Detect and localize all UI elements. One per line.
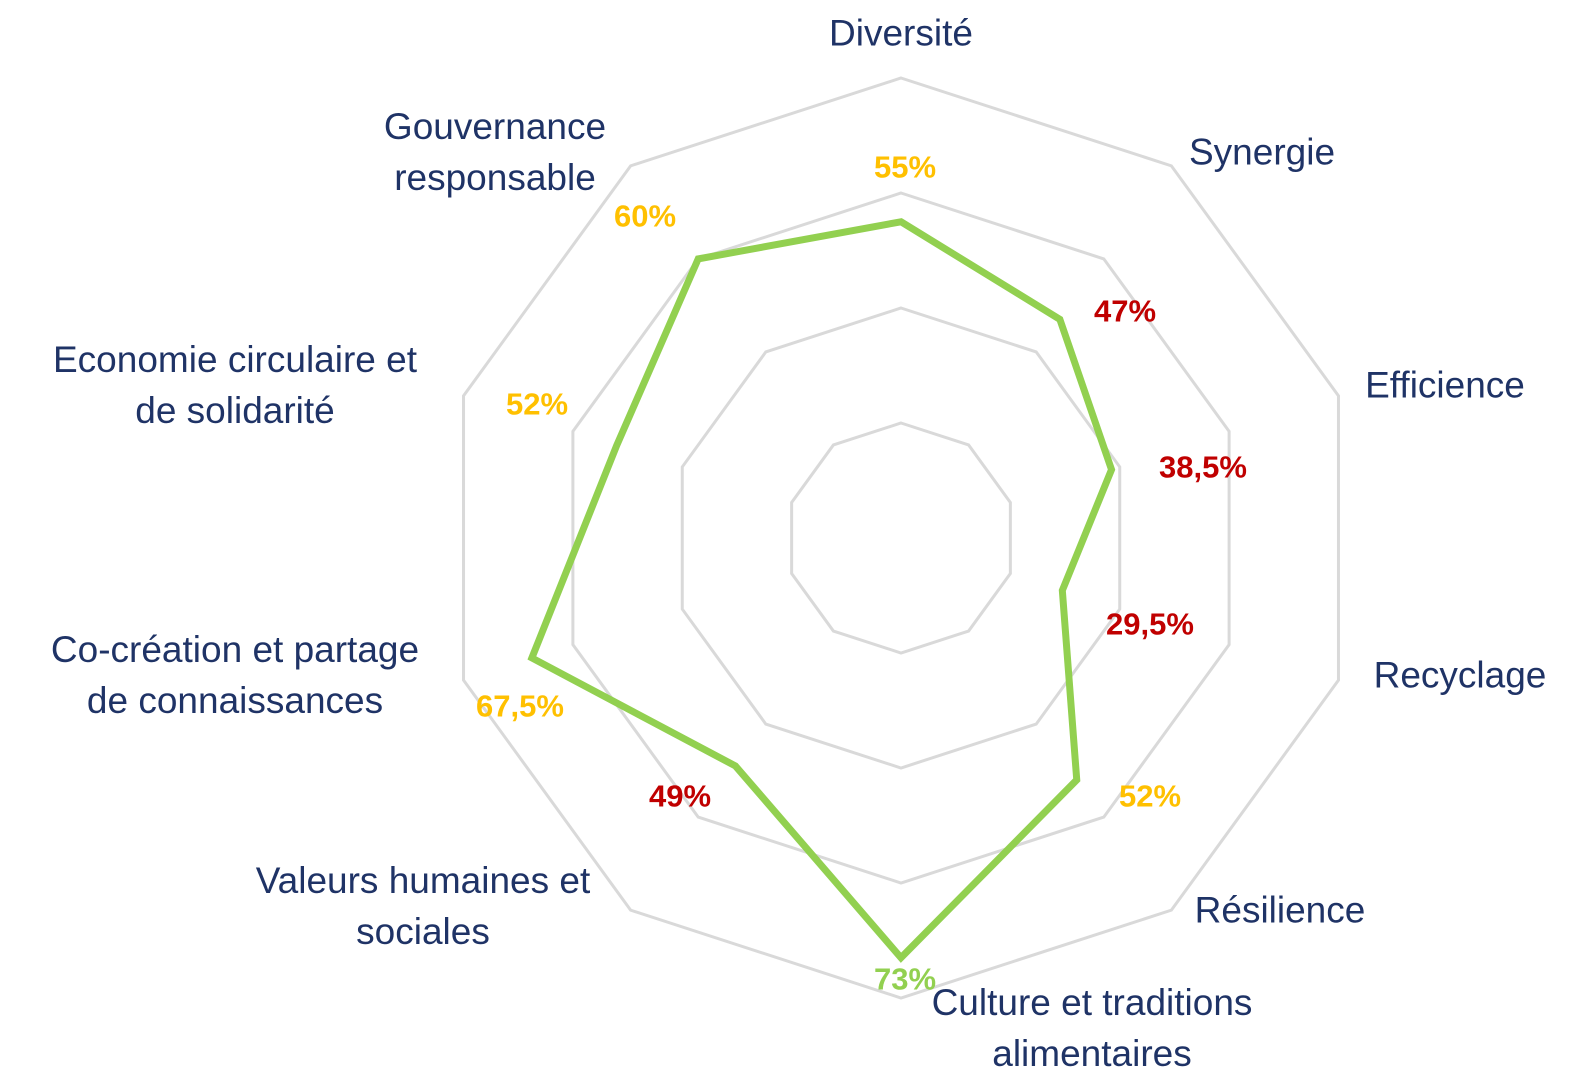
value-label: 52% [505, 386, 569, 422]
value-label: 29,5% [1106, 606, 1194, 642]
grid-ring [571, 191, 1231, 885]
value-label: 60% [613, 198, 677, 234]
page: {"chart_data": {"type": "radar", "catego… [50, 12, 1547, 1074]
axis-label: Valeurs humaines et sociales [255, 859, 591, 952]
value-label: 47% [1093, 293, 1157, 329]
axis-label: Economie circulaire et de solidarité [53, 338, 417, 431]
axis-label: Diversité [829, 12, 973, 54]
data-line [527, 218, 1116, 963]
value-label: 67,5% [476, 688, 564, 724]
axis-label: Co-création et partage de connaissances [50, 628, 420, 721]
value-label: 52% [1118, 778, 1182, 814]
value-label: 55% [873, 149, 937, 185]
axis-label: Résilience [1194, 889, 1366, 931]
axis-label: Efficience [1365, 364, 1525, 406]
grid-ring [790, 421, 1012, 655]
axis-label: Recyclage [1373, 654, 1547, 696]
axis-label: Gouvernance responsable [383, 105, 607, 198]
value-label: 49% [648, 778, 712, 814]
grid-ring [680, 306, 1122, 770]
axis-label: Synergie [1188, 131, 1336, 173]
value-label: 73% [873, 961, 937, 997]
grid-ring [462, 76, 1340, 1000]
chart [462, 76, 1340, 1000]
value-label: 38,5% [1159, 449, 1247, 485]
